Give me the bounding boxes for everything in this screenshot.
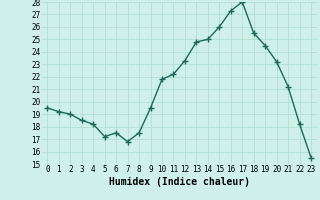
- X-axis label: Humidex (Indice chaleur): Humidex (Indice chaleur): [109, 177, 250, 187]
